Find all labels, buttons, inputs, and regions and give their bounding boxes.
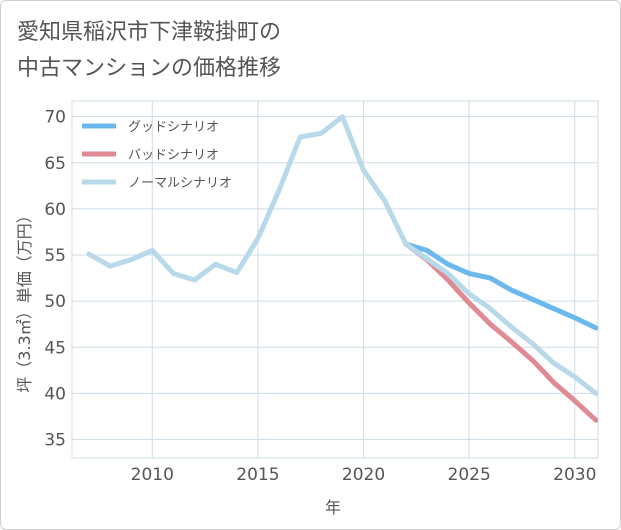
chart-title: 愛知県稲沢市下津鞍掛町の 中古マンションの価格推移	[17, 15, 577, 87]
y-tick-label: 55	[44, 246, 66, 266]
series-line-1	[403, 241, 598, 423]
x-tick-label: 2030	[553, 465, 596, 485]
y-tick-label: 60	[44, 200, 66, 220]
x-axis-label: 年	[325, 498, 341, 517]
grid-lines	[72, 101, 598, 458]
x-tick-label: 2010	[131, 465, 174, 485]
y-tick-label: 65	[44, 154, 66, 174]
legend-label-1: バッドシナリオ	[128, 148, 219, 163]
tick-labels: 2010 2015 2020 2025 2030 35 40 45 50 55 60 65 70	[44, 108, 596, 485]
y-tick-label: 45	[44, 338, 66, 358]
series-line-2	[86, 114, 598, 396]
y-tick-label: 50	[44, 292, 66, 312]
legend-label-0: グッドシナリオ	[128, 120, 219, 135]
title-line-2: 中古マンションの価格推移	[17, 56, 282, 81]
plot-frame	[71, 100, 599, 459]
y-tick-label: 35	[44, 431, 66, 451]
series-lines	[86, 114, 598, 423]
x-tick-label: 2020	[342, 465, 385, 485]
x-tick-label: 2025	[448, 465, 491, 485]
y-axis-label: 坪（3.3㎡）単価（万円）	[15, 207, 34, 392]
y-tick-label: 40	[44, 384, 66, 404]
y-tick-label: 70	[44, 108, 66, 128]
legend-label-2: ノーマルシナリオ	[128, 176, 232, 191]
title-line-1: 愛知県稲沢市下津鞍掛町の	[17, 20, 282, 45]
series-line-0	[403, 241, 598, 331]
x-tick-label: 2015	[236, 465, 279, 485]
